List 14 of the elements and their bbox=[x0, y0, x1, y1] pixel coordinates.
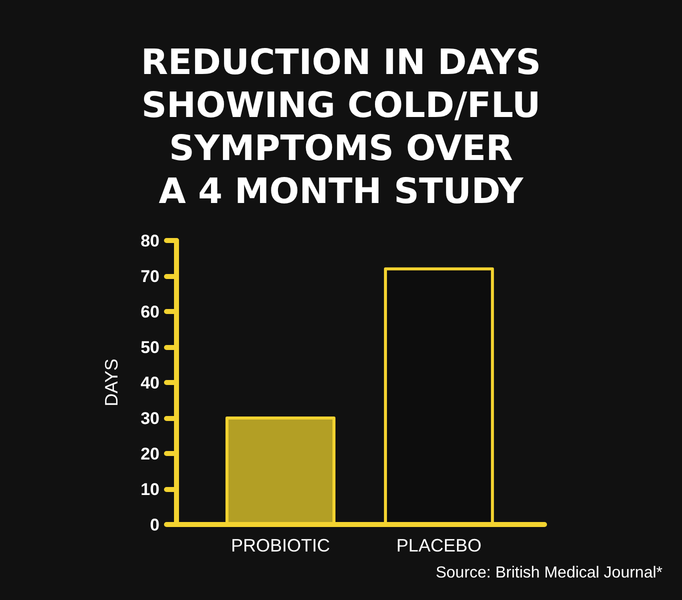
y-tick-label: 70 bbox=[140, 267, 160, 286]
chart-title: REDUCTION IN DAYS SHOWING COLD/FLU SYMPTOMS OVER A 4 MONTH STUDY bbox=[141, 42, 541, 214]
y-tick-label: 60 bbox=[140, 302, 160, 322]
y-tick-label: 30 bbox=[140, 409, 160, 428]
y-tick-label: 20 bbox=[140, 444, 160, 464]
y-tick-label: 0 bbox=[150, 516, 160, 534]
y-axis-title: DAYS bbox=[102, 358, 122, 406]
y-tick-label: 40 bbox=[140, 374, 160, 392]
x-tick-label: PLACEBO bbox=[396, 536, 482, 556]
source-note: Source: British Medical Journal* bbox=[436, 564, 662, 582]
y-tick-label: 10 bbox=[140, 480, 160, 499]
x-tick-label: PROBIOTIC bbox=[230, 536, 330, 556]
y-tick-label: 50 bbox=[140, 338, 160, 357]
y-tick-label: 80 bbox=[140, 232, 160, 250]
